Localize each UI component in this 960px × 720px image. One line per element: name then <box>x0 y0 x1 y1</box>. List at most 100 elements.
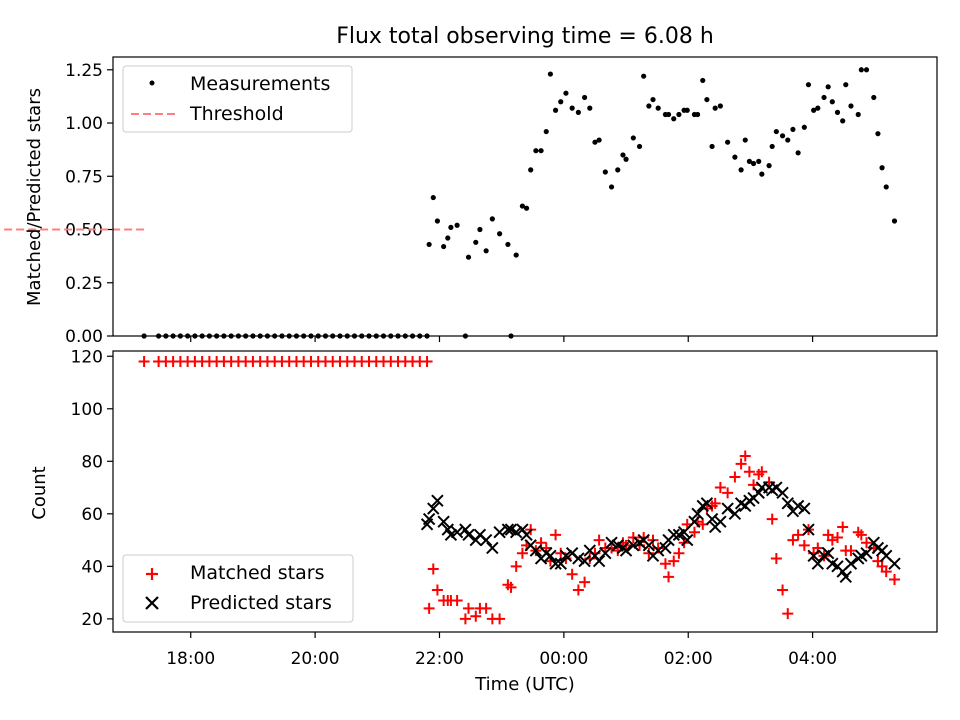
measurement-point <box>700 77 706 84</box>
predicted-star-point <box>549 557 562 570</box>
matched-star-point <box>627 531 639 543</box>
matched-star-point <box>831 531 843 543</box>
legend-matched-label: Matched stars <box>190 562 324 584</box>
y-tick-label: 80 <box>81 452 103 472</box>
bottom-y-label: Count <box>29 466 50 519</box>
predicted-star-point <box>791 499 805 513</box>
predicted-star-point <box>578 554 591 568</box>
chart-title: Flux total observing time = 6.08 h <box>336 24 714 49</box>
measurement-point <box>497 231 503 237</box>
matched-star-point <box>837 521 849 533</box>
predicted-star-point <box>554 557 567 570</box>
measurement-point <box>602 169 608 175</box>
top-y-label: Matched/Predicted stars <box>24 88 45 306</box>
matched-star-point <box>787 534 799 546</box>
matched-star-point <box>709 497 721 509</box>
measurement-point <box>834 109 841 115</box>
measurement-point <box>684 107 690 113</box>
measurement-point <box>477 226 483 233</box>
predicted-star-point <box>807 549 820 563</box>
bottom-panel: 20 40 60 80 100 120 18:00 20:00 22:00 00:00 02:00… <box>29 347 938 695</box>
measurement-point <box>891 218 898 224</box>
measurement-point <box>448 224 454 230</box>
measurement-point <box>665 111 672 118</box>
matched-star-point <box>510 560 522 572</box>
matched-star-point <box>782 608 794 620</box>
measurement-point <box>863 67 870 73</box>
y-tick-label: 0.25 <box>65 274 103 294</box>
predicted-star-point <box>659 541 672 555</box>
measurement-point <box>773 128 779 135</box>
measurement-point <box>694 111 701 118</box>
measurement-point <box>766 163 772 169</box>
matched-star-point <box>735 458 747 470</box>
matched-star-point <box>798 539 810 551</box>
measurement-point <box>623 156 629 162</box>
predicted-star-point <box>798 502 811 515</box>
predicted-star-point <box>592 554 606 568</box>
measurement-point <box>738 167 744 173</box>
measurement-point <box>717 103 723 109</box>
y-tick-label: 120 <box>71 347 103 367</box>
predicted-star-point <box>651 544 665 557</box>
measurement-point <box>742 137 748 143</box>
matched-star-point <box>722 487 734 499</box>
y-tick-label: 20 <box>81 610 103 630</box>
measurement-point <box>769 143 775 150</box>
predicted-star-point <box>821 547 835 560</box>
measurement-point <box>620 152 626 158</box>
measurement-point <box>528 167 534 173</box>
measurement-point <box>732 154 738 160</box>
predicted-star-point <box>776 486 789 500</box>
predicted-star-point <box>667 528 680 542</box>
top-legend-frame <box>122 65 353 133</box>
measurement-point <box>858 67 864 73</box>
matched-star-point <box>766 513 778 525</box>
measurement-point <box>795 150 801 156</box>
measurement-point <box>725 139 731 145</box>
predicted-star-point <box>572 552 585 565</box>
predicted-star-point <box>860 547 873 560</box>
matched-star-point <box>431 584 443 596</box>
predicted-star-point <box>422 512 436 526</box>
y-tick-label: 40 <box>81 557 103 577</box>
matched-star-point <box>427 563 439 575</box>
measurement-point <box>790 126 796 133</box>
matched-star-point <box>463 602 475 614</box>
matched-star-point <box>777 584 789 596</box>
predicted-star-point <box>888 557 901 570</box>
matched-star-point <box>861 537 873 549</box>
predicted-star-point <box>544 549 557 563</box>
measurement-point <box>636 143 643 150</box>
predicted-star-point <box>721 502 734 515</box>
predicted-star-point <box>642 539 656 552</box>
matched-star-point <box>494 613 506 625</box>
x-tick-label: 04:00 <box>788 649 837 669</box>
matched-star-point <box>826 534 838 546</box>
measurement-point <box>829 99 835 105</box>
measurement-point <box>489 216 495 222</box>
matched-star-point <box>516 547 528 559</box>
measurement-point <box>655 105 661 111</box>
x-tick-label: 22:00 <box>415 649 464 669</box>
predicted-star-point <box>509 525 523 539</box>
matched-stars-points <box>138 356 901 625</box>
bottom-legend: Matched stars Predicted stars <box>122 554 354 623</box>
legend-predicted-label: Predicted stars <box>190 592 332 614</box>
matched-star-point <box>480 602 492 614</box>
predicted-star-point <box>559 549 573 563</box>
predicted-star-point <box>529 544 543 557</box>
matched-star-point <box>579 576 591 588</box>
matched-star-point <box>673 547 685 559</box>
top-panel: 0.000.250.500.751.001.25 Matched/Predict… <box>0 56 938 347</box>
measurement-point <box>558 99 564 105</box>
measurement-point <box>533 148 539 154</box>
measurement-point <box>615 167 621 173</box>
matched-star-point <box>756 466 768 478</box>
predicted-star-point <box>844 557 858 570</box>
measurement-point <box>519 203 526 209</box>
legend-measurements-label: Measurements <box>190 73 330 95</box>
matched-star-point <box>739 450 751 462</box>
predicted-star-point <box>714 515 727 528</box>
measurement-point <box>563 90 569 96</box>
